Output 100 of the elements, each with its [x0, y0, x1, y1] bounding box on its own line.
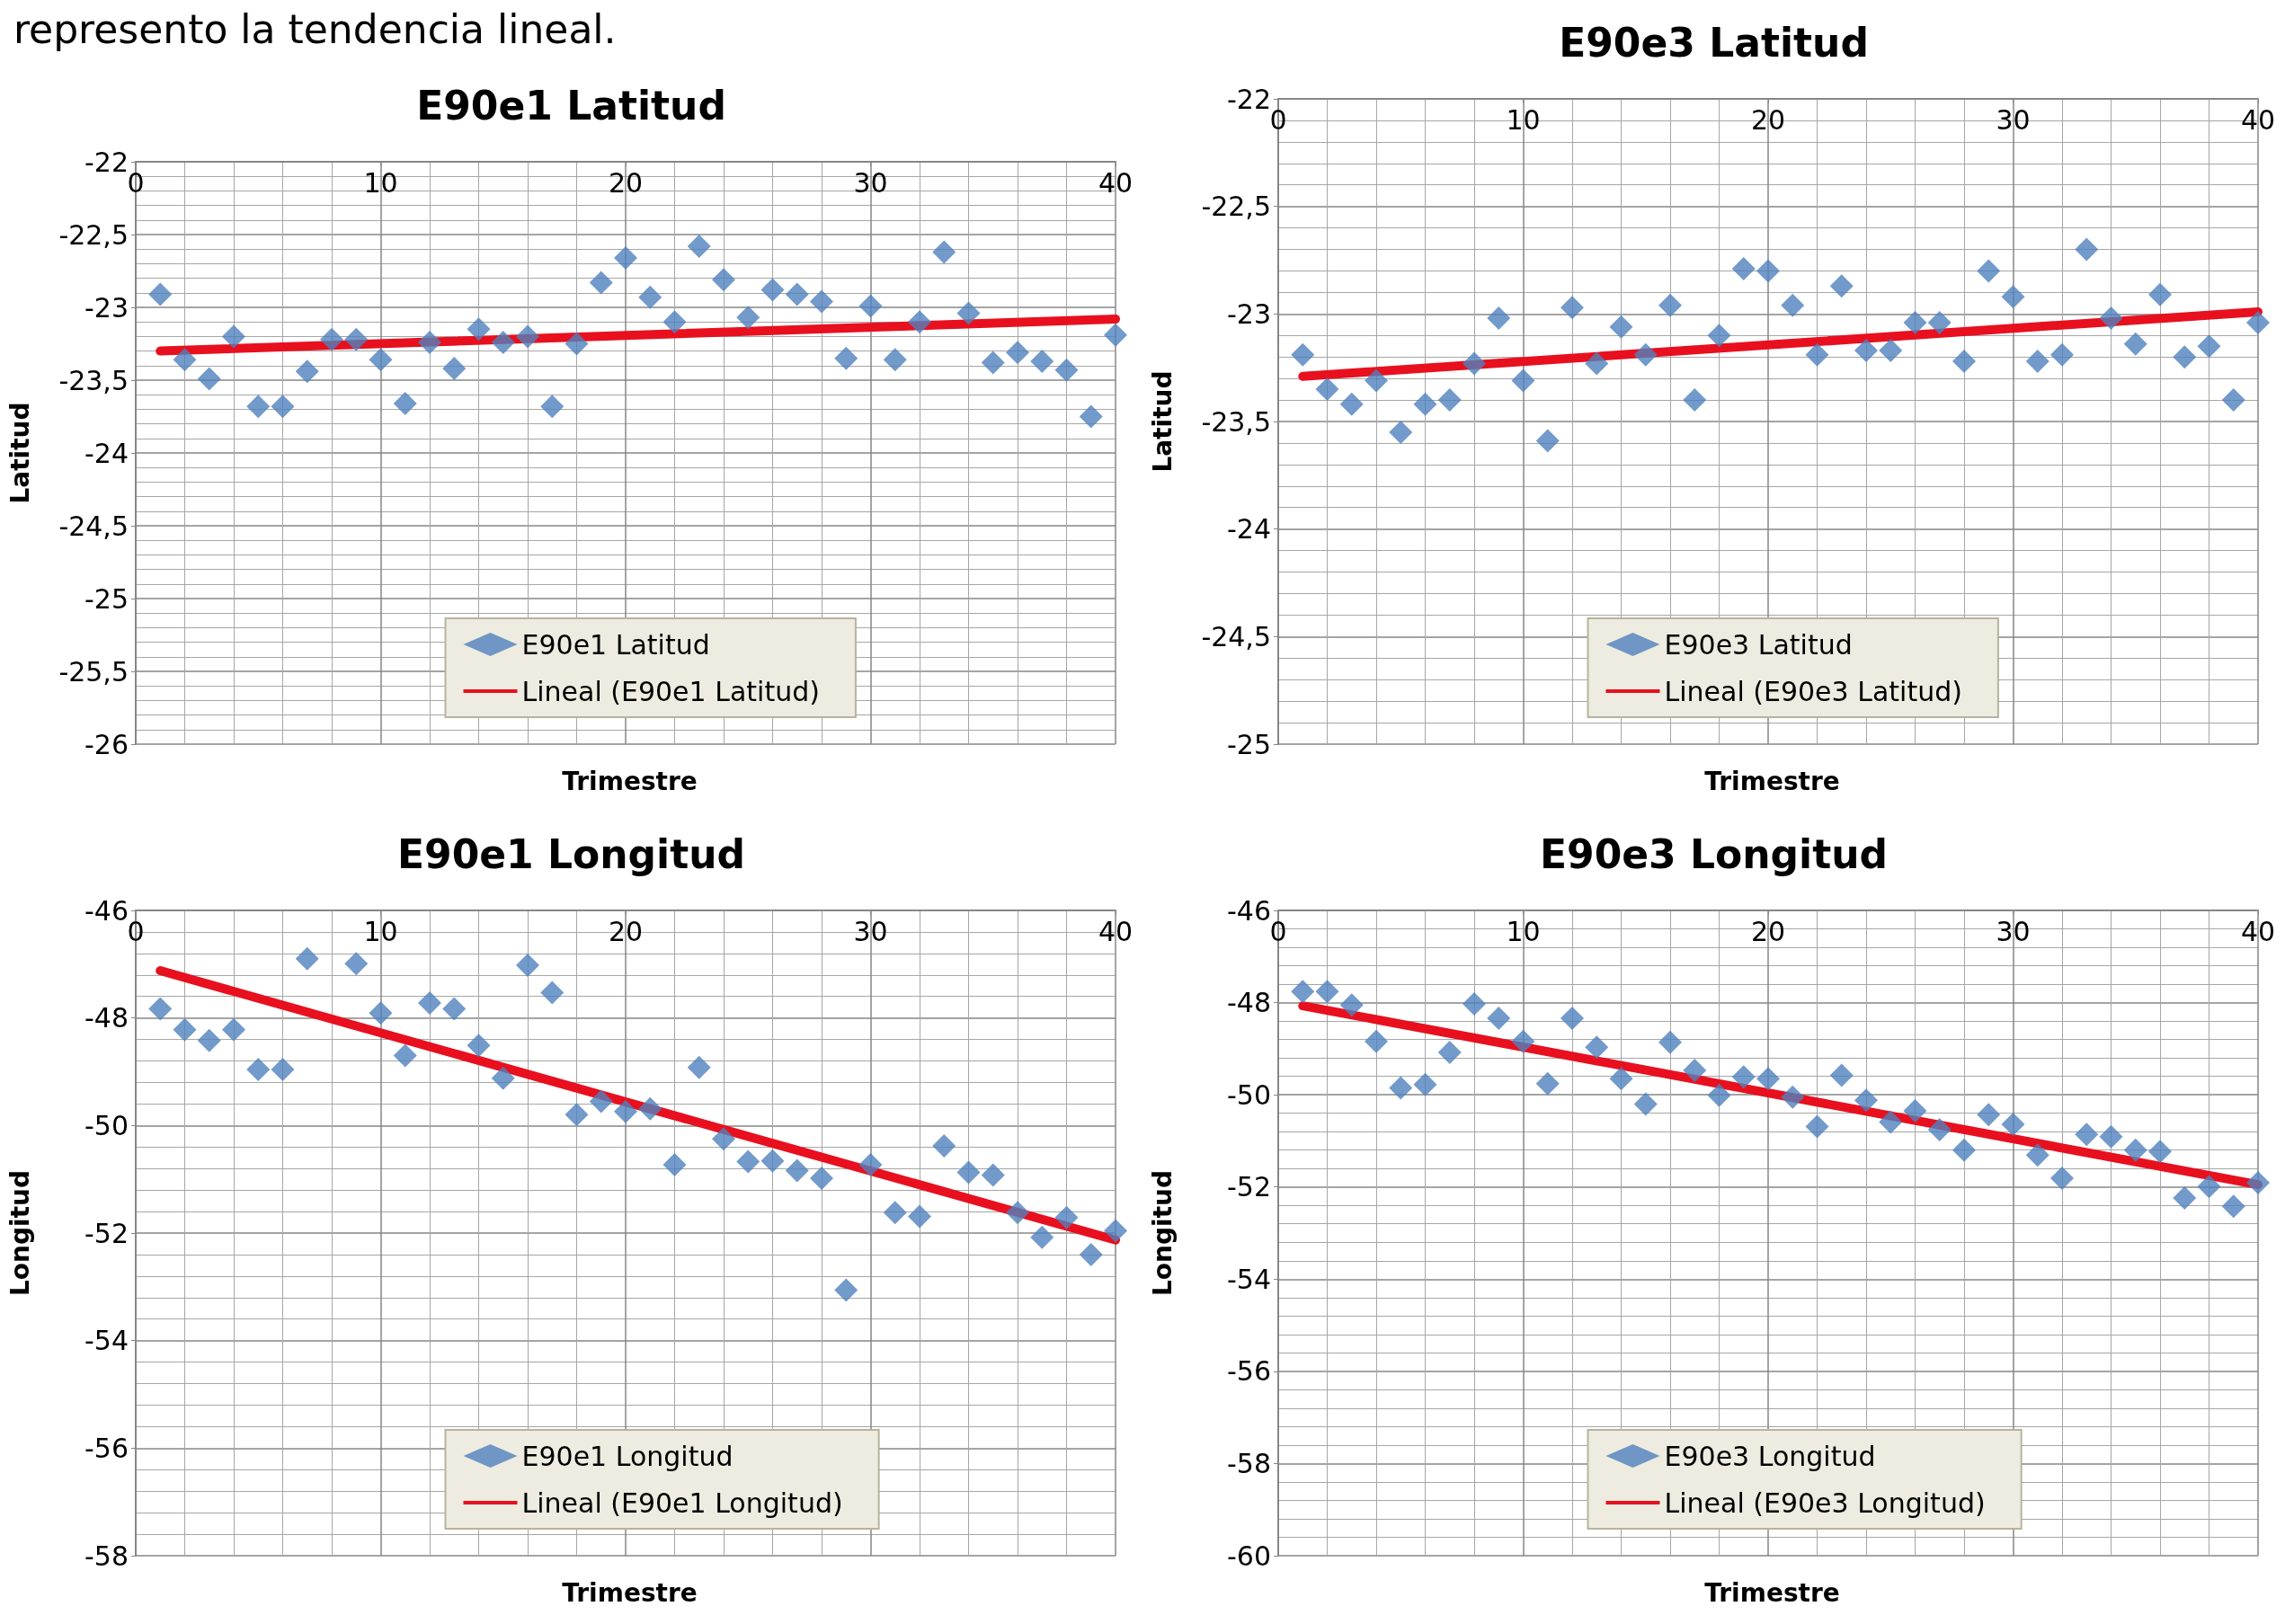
y-tick-label: -24 — [1227, 513, 1271, 546]
point — [662, 310, 687, 334]
legend-label: E90e1 Latitud — [521, 628, 710, 661]
x-tick-label: 40 — [1098, 915, 1134, 947]
point — [614, 1099, 637, 1123]
point — [1854, 1088, 1878, 1113]
point — [2099, 1124, 2123, 1149]
legend-label: Lineal (E90e1 Latitud) — [521, 675, 820, 707]
point — [197, 367, 221, 391]
point — [2246, 1171, 2270, 1195]
x-tick-label: 30 — [1996, 915, 2031, 947]
point — [712, 1127, 735, 1151]
y-tick-label: -26 — [84, 728, 129, 760]
x-axis-title: Trimestre — [562, 766, 698, 796]
point — [222, 324, 245, 349]
point — [1903, 310, 1927, 334]
point — [369, 1001, 393, 1025]
point — [1927, 310, 1952, 334]
point — [2246, 310, 2270, 334]
point — [614, 245, 637, 270]
y-tick-label: -25,5 — [58, 655, 129, 688]
legend-label: E90e3 Longitud — [1664, 1440, 1876, 1472]
point — [491, 330, 515, 354]
point — [1683, 1058, 1707, 1082]
x-tick-label: 30 — [1996, 103, 2031, 136]
point — [785, 282, 809, 306]
point — [197, 1028, 221, 1052]
y-tick-label: -24,5 — [1201, 620, 1271, 652]
chart-title: E90e1 Latitud — [416, 82, 726, 129]
point — [2123, 332, 2147, 356]
y-tick-label: -23,5 — [58, 364, 129, 396]
point — [638, 1096, 662, 1121]
point — [1339, 392, 1364, 416]
y-tick-label: -22 — [84, 146, 129, 178]
point — [1585, 1035, 1609, 1060]
point — [1805, 1114, 1829, 1139]
y-tick-label: -50 — [1227, 1078, 1271, 1111]
point — [442, 997, 467, 1021]
point — [1054, 1205, 1079, 1229]
point — [785, 1158, 809, 1183]
point — [1413, 392, 1437, 416]
x-tick-label: 20 — [1750, 915, 1786, 947]
point — [834, 1278, 858, 1302]
point — [1463, 992, 1486, 1016]
point — [148, 282, 173, 306]
point — [565, 332, 589, 356]
point — [883, 348, 907, 372]
chart-title: E90e1 Longitud — [396, 830, 746, 877]
point — [760, 278, 785, 302]
y-tick-label: -22 — [1227, 83, 1271, 115]
point — [1879, 339, 1903, 363]
x-tick-label: 40 — [2240, 915, 2276, 947]
point — [1977, 1103, 2001, 1127]
point — [1805, 342, 1829, 367]
point — [1104, 1219, 1127, 1243]
point — [173, 348, 197, 372]
x-tick-label: 30 — [853, 166, 888, 199]
point — [467, 317, 491, 342]
point — [956, 301, 981, 325]
y-tick-label: -56 — [1227, 1355, 1271, 1388]
point — [589, 271, 613, 295]
point — [1365, 368, 1388, 393]
x-tick-label: 20 — [1750, 103, 1786, 136]
point — [418, 330, 441, 354]
point — [2197, 1175, 2221, 1199]
point — [2050, 342, 2074, 367]
point — [1683, 388, 1707, 413]
x-tick-label: 30 — [853, 915, 888, 947]
point — [1535, 1071, 1560, 1096]
point — [271, 395, 295, 419]
point — [271, 1058, 295, 1082]
point — [418, 990, 441, 1015]
legend-label: Lineal (E90e1 Longitud) — [521, 1486, 843, 1519]
point — [344, 327, 369, 351]
point — [589, 1089, 613, 1114]
point — [369, 348, 393, 372]
point — [1609, 1067, 1633, 1091]
x-tick-label: 10 — [1506, 103, 1541, 136]
point — [1079, 404, 1103, 429]
point — [2148, 282, 2172, 306]
point — [1658, 293, 1682, 317]
point — [1006, 341, 1029, 365]
chart-title: E90e3 Latitud — [1559, 19, 1869, 66]
point — [932, 1134, 956, 1158]
point — [1756, 1067, 1780, 1091]
point — [1879, 1110, 1903, 1134]
point — [2075, 1123, 2099, 1147]
point — [1511, 1029, 1535, 1053]
point — [1585, 351, 1609, 376]
point — [1903, 1099, 1927, 1123]
y-tick-label: -48 — [84, 1002, 129, 1034]
point — [932, 240, 956, 264]
point — [1952, 1138, 1976, 1162]
point — [295, 359, 319, 384]
point — [1315, 377, 1339, 402]
point — [1413, 1072, 1437, 1096]
point — [736, 306, 760, 330]
y-tick-label: -23,5 — [1201, 405, 1271, 438]
chart-title: E90e3 Longitud — [1539, 830, 1889, 877]
y-tick-label: -54 — [84, 1325, 129, 1357]
